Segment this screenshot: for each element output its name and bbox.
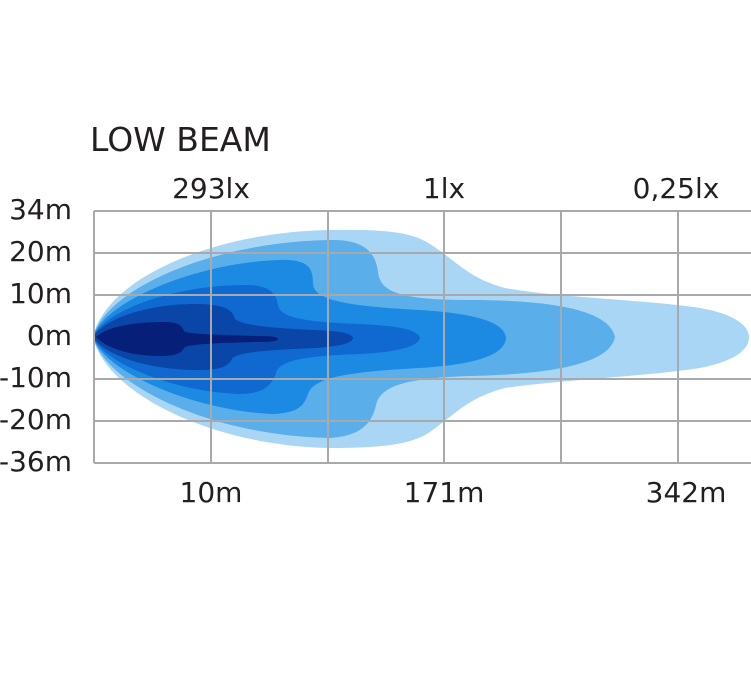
lux-label-293lx: 293lx — [172, 172, 250, 205]
x-tick-10m: 10m — [180, 476, 243, 509]
x-tick-342m: 342m — [646, 476, 727, 509]
y-axis-ticks: 34m 20m 10m 0m -10m -20m -36m — [0, 193, 72, 478]
lux-label-0-25lx: 0,25lx — [633, 172, 720, 205]
lux-labels: 293lx 1lx 0,25lx — [172, 172, 719, 205]
y-tick-minus-10m: -10m — [0, 361, 72, 394]
y-tick-10m: 10m — [9, 277, 72, 310]
lux-label-1lx: 1lx — [423, 172, 465, 205]
y-tick-0m: 0m — [27, 319, 72, 352]
y-tick-20m: 20m — [9, 235, 72, 268]
chart-grid — [93, 210, 751, 464]
y-tick-minus-20m: -20m — [0, 403, 72, 436]
x-axis-ticks: 10m 171m 342m — [180, 476, 727, 509]
y-tick-34m: 34m — [9, 193, 72, 226]
x-tick-171m: 171m — [404, 476, 485, 509]
y-tick-minus-36m: -36m — [0, 445, 72, 478]
chart-title: LOW BEAM — [90, 120, 271, 159]
beam-zone-6 — [96, 322, 278, 356]
beam-zones — [93, 229, 749, 448]
